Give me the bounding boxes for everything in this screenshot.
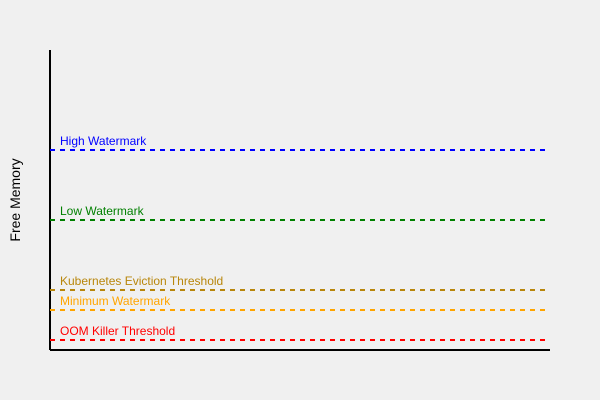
threshold-minimum-watermark: Minimum Watermark: [50, 294, 550, 311]
threshold-low-watermark: Low Watermark: [50, 204, 550, 221]
threshold-high-watermark: High Watermark: [50, 134, 550, 151]
threshold-kubernetes-eviction: Kubernetes Eviction Threshold: [50, 274, 550, 291]
y-axis-label: Free Memory: [7, 158, 23, 241]
threshold-label: OOM Killer Threshold: [60, 324, 175, 338]
threshold-oom-killer: OOM Killer Threshold: [50, 324, 550, 341]
threshold-label: Minimum Watermark: [60, 294, 171, 308]
threshold-label: High Watermark: [60, 134, 147, 148]
threshold-label: Kubernetes Eviction Threshold: [60, 274, 223, 288]
threshold-label: Low Watermark: [60, 204, 145, 218]
